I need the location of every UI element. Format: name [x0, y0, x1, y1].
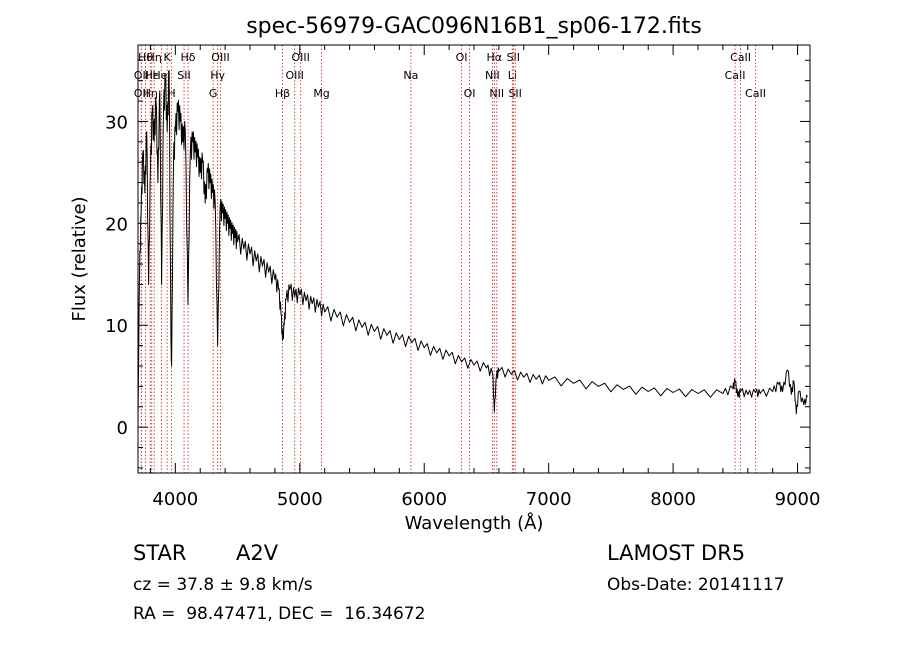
y-tick-label: 20: [105, 214, 128, 235]
spectral-line-label: OI: [456, 51, 468, 64]
plot-frame: [137, 44, 811, 474]
x-tick-label: 7000: [526, 489, 572, 510]
spectral-line-label: SII: [508, 87, 521, 100]
spectral-line-label: K: [164, 51, 172, 64]
spectral-line-label: Hη: [143, 87, 158, 100]
chart-title: spec-56979-GAC096N16B1_sp06-172.fits: [246, 14, 702, 39]
spectral-line-label: CaII: [745, 87, 766, 100]
spectral-line-label: Hη: [147, 51, 162, 64]
y-axis-label: Flux (relative): [69, 196, 90, 321]
x-tick-label: 5000: [277, 489, 323, 510]
spectral-line-label: HeI: [152, 69, 170, 82]
redshift-value: cz = 37.8 ± 9.8 km/s: [133, 575, 313, 595]
spectrum-line: [137, 70, 808, 423]
spectral-line-label: NII: [489, 87, 504, 100]
spectral-line-label: Hγ: [210, 69, 225, 82]
y-tick-label: 0: [117, 418, 128, 439]
y-tick-label: 10: [105, 316, 128, 337]
coordinates: RA = 98.47471, DEC = 16.34672: [133, 604, 426, 624]
spectral-line-label: OI: [464, 87, 476, 100]
x-tick-label: 9000: [775, 489, 821, 510]
spectral-line-label: CaII: [725, 69, 746, 82]
spectral-line-label: Hδ: [181, 51, 196, 64]
spectral-line-label: Mg: [313, 87, 329, 100]
subclass: A2V: [236, 541, 279, 565]
spectral-line-label: H: [167, 87, 175, 100]
spectral-line-label: G: [209, 87, 218, 100]
spectral-line-label: Hβ: [275, 87, 290, 100]
spectral-line-label: OIII: [285, 69, 303, 82]
spectral-line-label: Hα: [487, 51, 503, 64]
spectral-line-label: SII: [177, 69, 190, 82]
x-tick-label: 4000: [152, 489, 198, 510]
spectral-line-label: Na: [403, 69, 418, 82]
spectral-line-label: Li: [508, 69, 517, 82]
observation-date: Obs-Date: 20141117: [607, 575, 785, 595]
spectral-line-label: NII: [485, 69, 500, 82]
x-tick-label: 8000: [650, 489, 696, 510]
x-tick-label: 6000: [401, 489, 447, 510]
axes: 4000 5000 6000 7000 8000 9000 0 10 20 30: [105, 45, 820, 510]
x-axis-label: Wavelength (Å): [405, 512, 544, 534]
spectrum-data: [137, 70, 808, 423]
spectral-line-label: OIII: [291, 51, 309, 64]
spectral-line-label: Hε: [145, 69, 159, 82]
spectral-line-label: OIII: [211, 51, 229, 64]
survey-label: LAMOST DR5: [607, 541, 746, 565]
spectral-line-markers: OIIOIIHθHηHεHηHeIKHSIIHδGHγOIIIHβOIIIOII…: [134, 45, 766, 473]
spectral-line-label: CaII: [730, 51, 751, 64]
y-tick-label: 30: [105, 112, 128, 133]
object-class: STAR: [133, 541, 187, 565]
spectral-line-label: SII: [507, 51, 520, 64]
